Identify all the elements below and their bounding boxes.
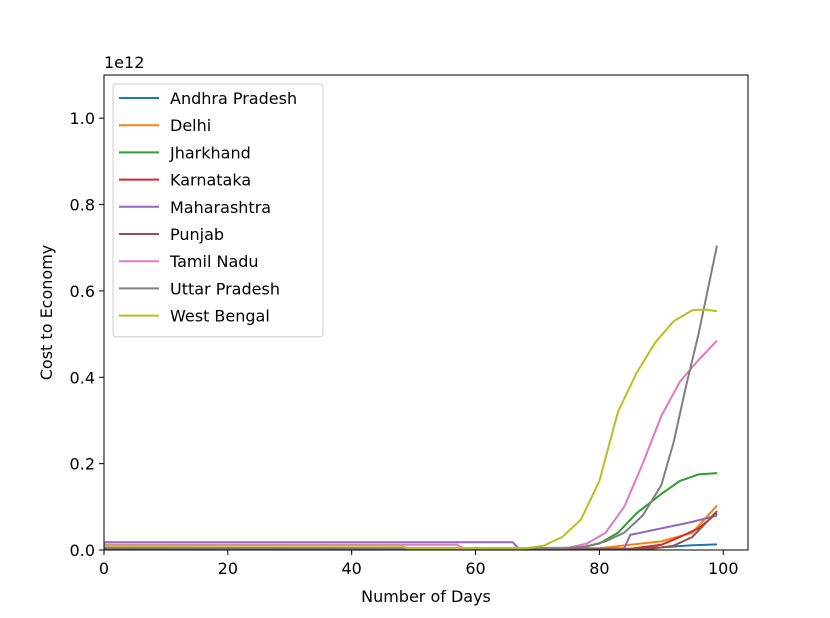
legend-label: Andhra Pradesh	[170, 89, 297, 108]
y-axis-label: Cost to Economy	[37, 245, 56, 380]
series-line	[104, 514, 718, 550]
legend-label: Punjab	[170, 225, 224, 244]
series-lines	[103, 245, 718, 551]
series-line	[103, 245, 718, 550]
legend-label: Jharkhand	[169, 143, 251, 162]
x-axis-label: Number of Days	[361, 587, 491, 606]
y-tick-label: 0.8	[70, 196, 95, 215]
series-line	[104, 339, 718, 550]
legend-label: Uttar Pradesh	[170, 279, 280, 298]
legend-label: Maharashtra	[170, 198, 271, 217]
x-axis-ticks: 0 20 40 60 80 100	[99, 550, 739, 578]
x-tick-label: 80	[589, 559, 609, 578]
y-tick-label: 0.6	[70, 282, 95, 301]
y-tick-label: 0.4	[70, 368, 95, 387]
series-line	[104, 510, 718, 551]
x-tick-label: 60	[465, 559, 485, 578]
x-tick-label: 0	[99, 559, 109, 578]
y-axis-ticks: 0.0 0.2 0.4 0.6 0.8 1.0	[70, 109, 104, 560]
y-tick-label: 0.0	[70, 541, 95, 560]
series-line	[104, 472, 718, 550]
legend-label: Tamil Nadu	[169, 252, 259, 271]
legend-label: West Bengal	[170, 307, 270, 326]
x-tick-label: 40	[342, 559, 362, 578]
x-tick-label: 100	[708, 559, 739, 578]
legend-box	[112, 83, 324, 338]
series-line	[104, 308, 718, 550]
y-tick-label: 0.2	[70, 455, 95, 474]
y-axis-offset-label: 1e12	[104, 53, 144, 72]
legend-label: Karnataka	[170, 171, 251, 190]
axes-frame	[103, 74, 749, 551]
y-tick-label: 1.0	[70, 109, 95, 128]
legend: Andhra Pradesh Delhi Jharkhand Karnataka Mah…	[112, 83, 324, 338]
legend-label: Delhi	[170, 116, 211, 135]
x-tick-label: 20	[218, 559, 238, 578]
